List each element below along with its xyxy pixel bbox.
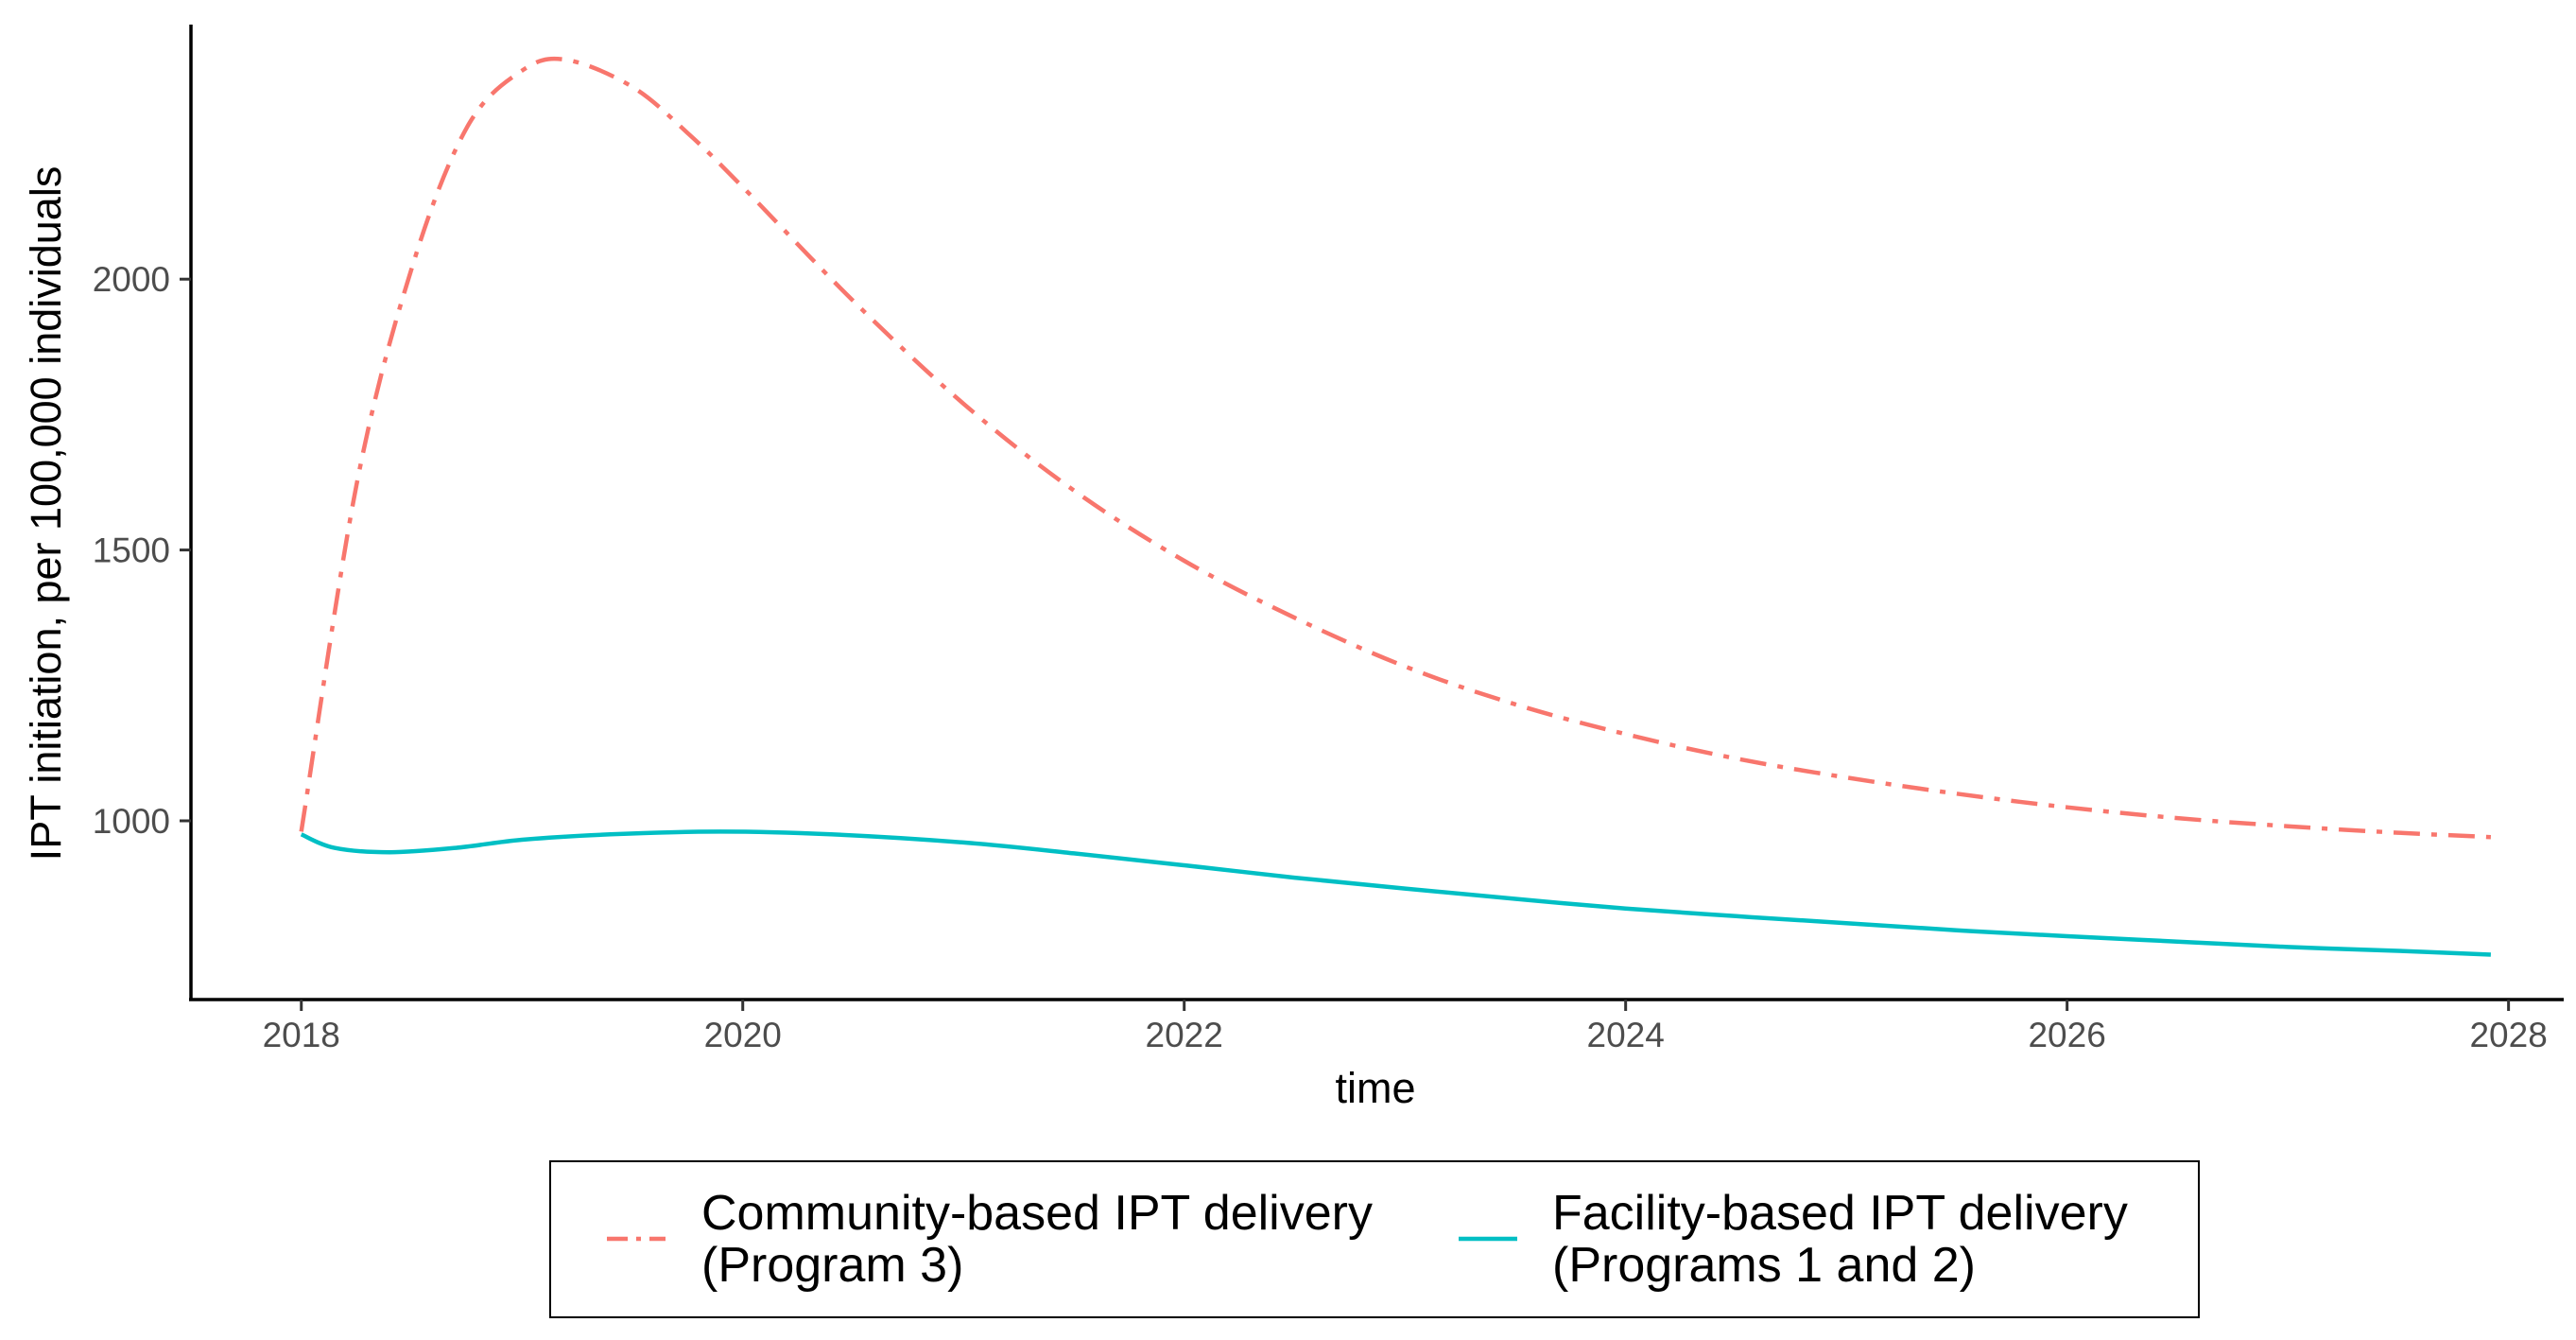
- legend-box: [549, 1160, 2200, 1318]
- x-axis-title: time: [1335, 1064, 1415, 1112]
- y-tick-label: 1000: [93, 802, 170, 841]
- y-axis-title: IPT initiation, per 100,000 individuals: [22, 166, 70, 861]
- legend-label-0-line-1: (Program 3): [701, 1238, 963, 1293]
- legend-label-1-line-0: Facility-based IPT delivery: [1552, 1186, 2128, 1241]
- legend-label-0-line-0: Community-based IPT delivery: [701, 1186, 1373, 1241]
- legend: Community-based IPT delivery(Program 3) F…: [549, 1160, 2200, 1318]
- x-tick-label: 2028: [2469, 1016, 2547, 1054]
- y-axis-ticks: 1000 1500 2000: [93, 260, 191, 841]
- x-tick-label: 2024: [1587, 1016, 1665, 1054]
- x-tick-label: 2026: [2028, 1016, 2105, 1054]
- series-line-0: [299, 56, 2492, 840]
- x-axis-ticks: 2018 2020 2022 2024 2026 2028: [263, 1000, 2548, 1054]
- x-tick-label: 2022: [1146, 1016, 1223, 1054]
- x-tick-label: 2020: [704, 1016, 782, 1054]
- y-tick-label: 1500: [93, 531, 170, 570]
- legend-label-1-line-1: (Programs 1 and 2): [1552, 1238, 1976, 1293]
- x-tick-label: 2018: [263, 1016, 340, 1054]
- series-line-1: [300, 829, 2491, 957]
- y-tick-label: 2000: [93, 260, 170, 299]
- plot-lines: [299, 56, 2492, 957]
